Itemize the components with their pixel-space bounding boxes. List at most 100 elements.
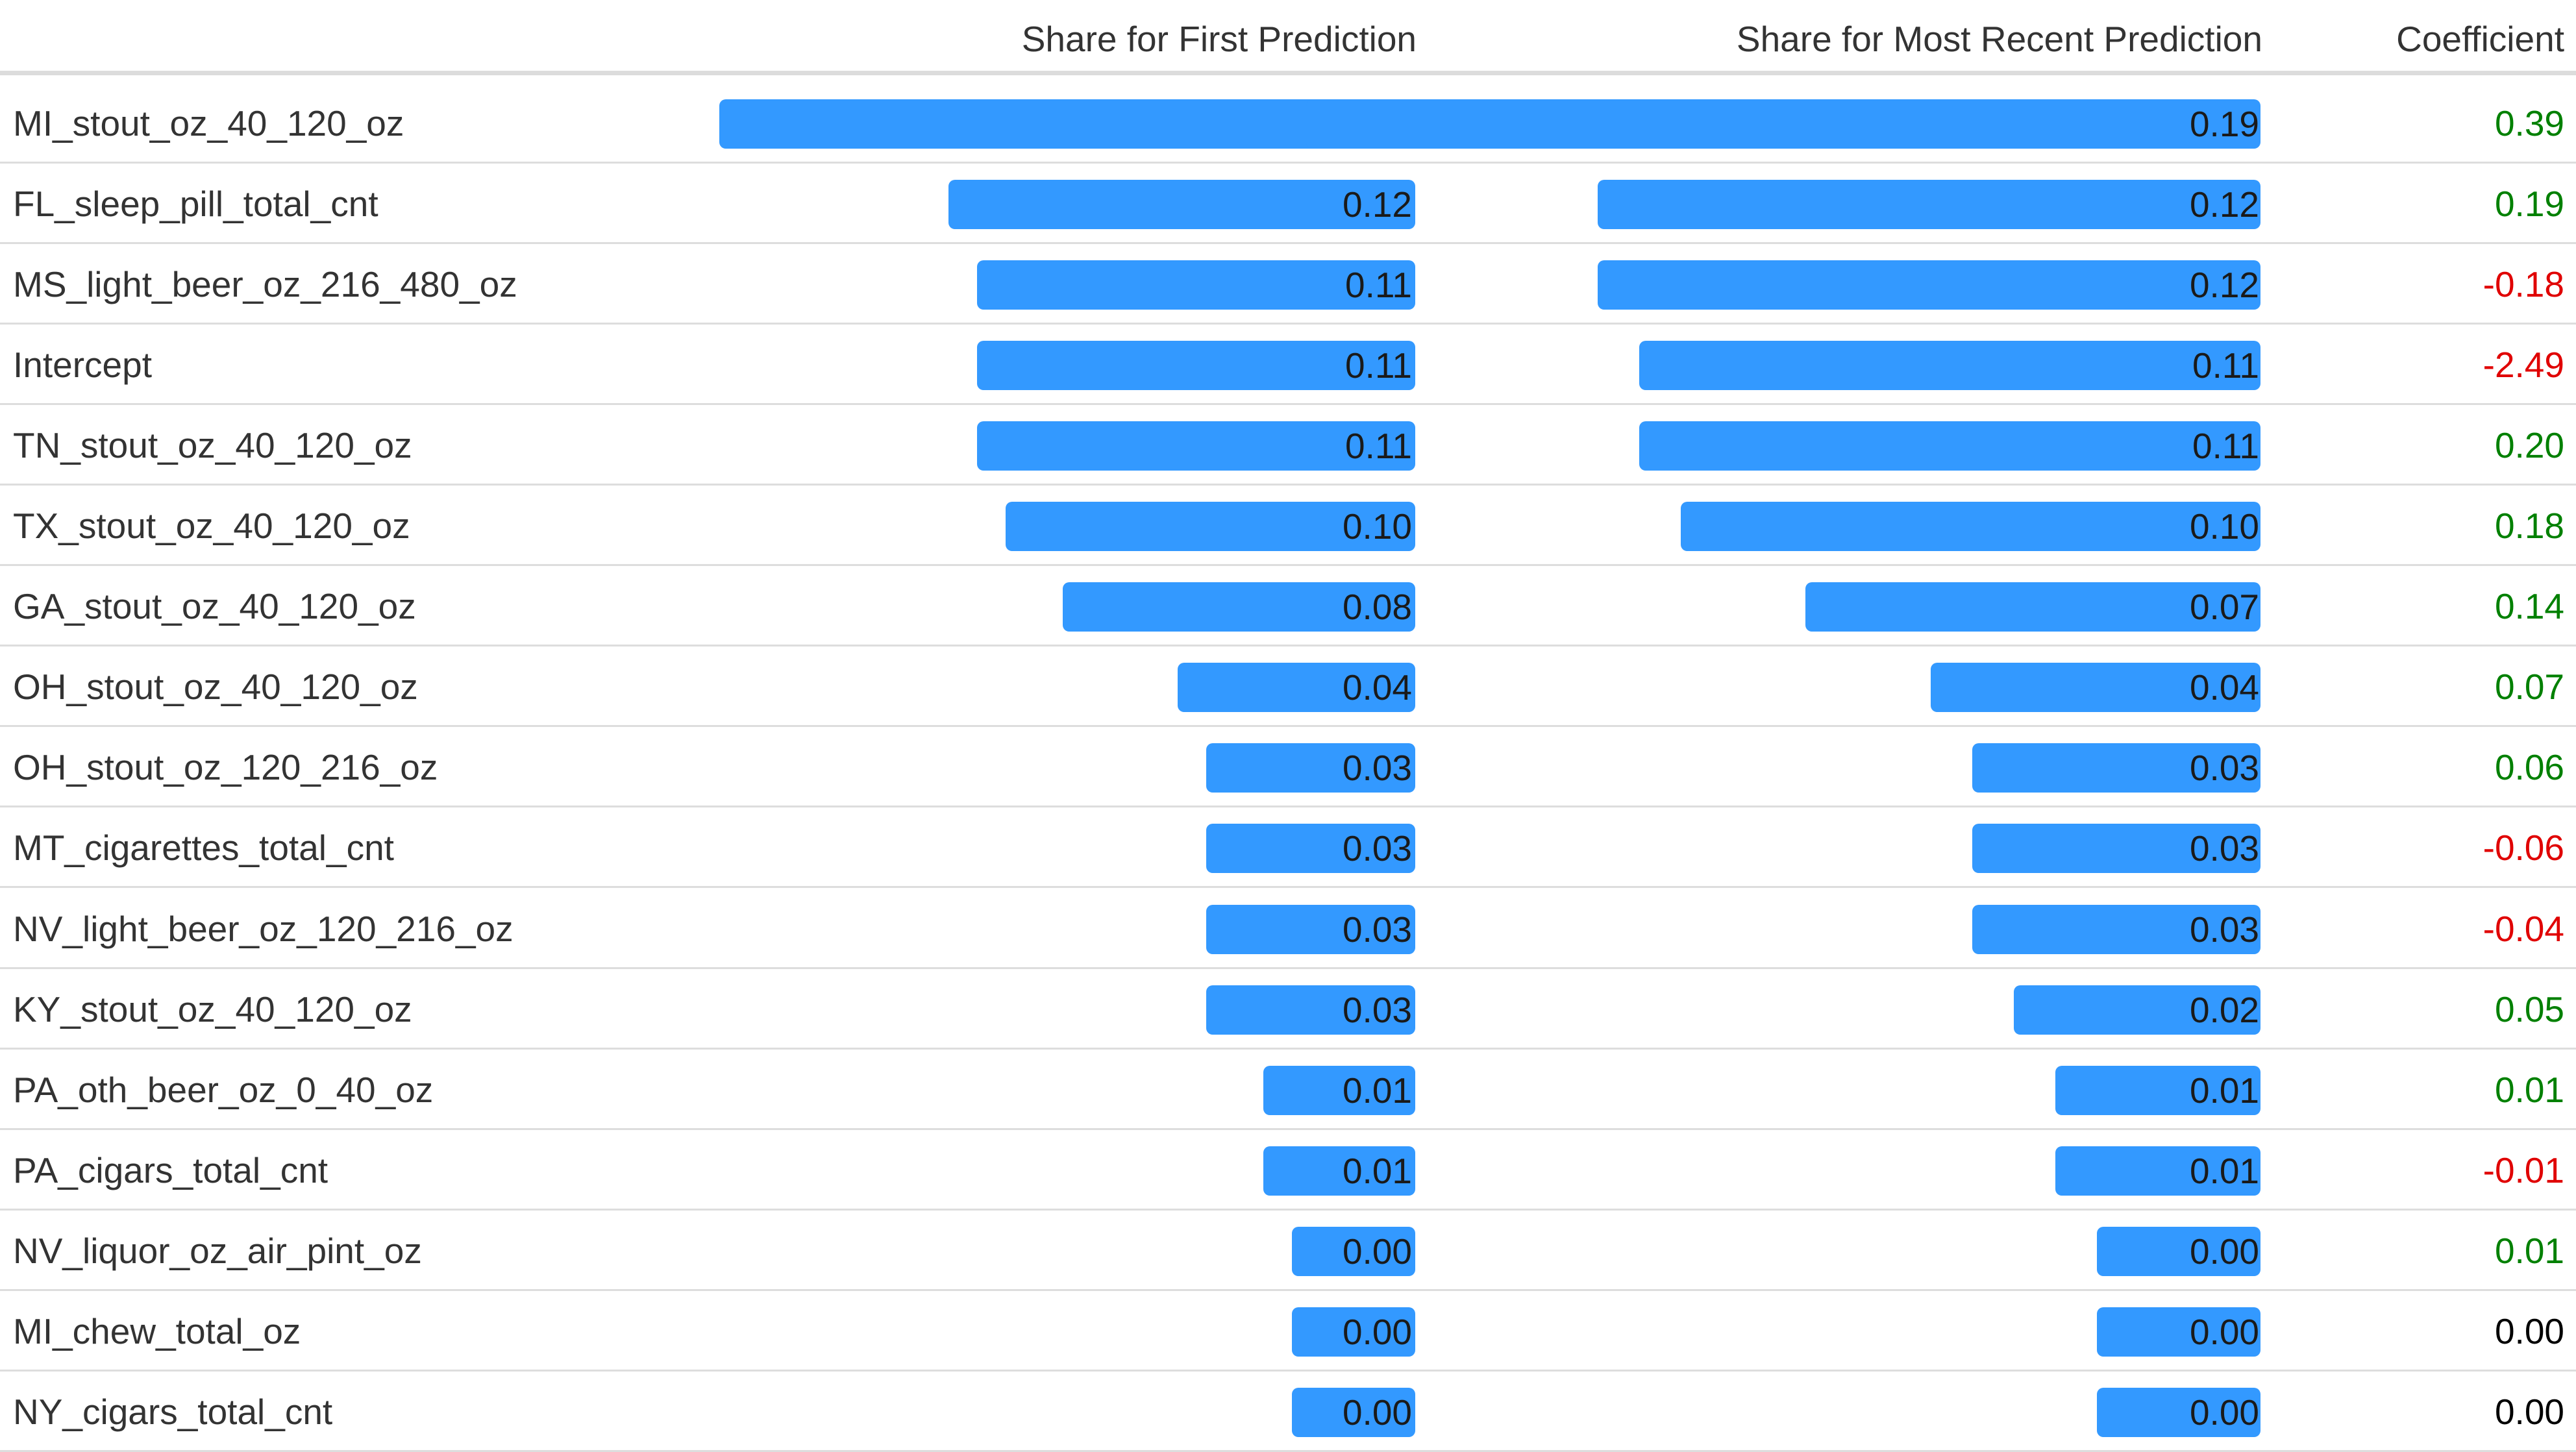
coefficient-value: 0.18	[2494, 506, 2564, 546]
first-share-bar	[977, 341, 1415, 390]
first-share-bar	[719, 99, 1415, 149]
first-share-value: 0.01	[1342, 1151, 1412, 1191]
recent-share-value: 0.00	[2189, 1231, 2259, 1272]
feature-name: FL_sleep_pill_total_cnt	[13, 184, 378, 224]
coefficient-value: 0.06	[2494, 747, 2564, 787]
table-row: KY_stout_oz_40_120_oz 0.03 0.02 0.05	[0, 969, 2576, 1050]
first-share-bar	[1178, 663, 1415, 712]
first-share-value: 0.00	[1342, 1392, 1412, 1433]
coefficient-value: 0.01	[2494, 1070, 2564, 1110]
first-share-bar	[1206, 824, 1415, 873]
first-share-bar	[1206, 743, 1415, 793]
recent-share-bar	[1681, 502, 2260, 551]
first-share-bar	[1292, 1388, 1415, 1437]
recent-share-bar	[1972, 743, 2260, 793]
table-row: PA_cigars_total_cnt 0.01 0.01 -0.01	[0, 1130, 2576, 1211]
coefficient-value: 0.19	[2494, 184, 2564, 224]
recent-share-value: 0.00	[2189, 1312, 2259, 1352]
recent-share-value: 0.03	[2189, 828, 2259, 868]
first-share-bar	[1292, 1307, 1415, 1357]
first-share-value: 0.11	[1345, 426, 1412, 466]
table-row: MI_chew_total_oz 0.00 0.00 0.00	[0, 1291, 2576, 1372]
first-share-bar	[977, 260, 1415, 310]
feature-name: PA_cigars_total_cnt	[13, 1150, 328, 1190]
first-share-value: 0.04	[1342, 667, 1412, 708]
table-row: OH_stout_oz_40_120_oz 0.04 0.04 0.07	[0, 646, 2576, 727]
first-share-value: 0.12	[1342, 184, 1412, 225]
column-header-recent-prediction[interactable]: Share for Most Recent Prediction	[1736, 19, 2262, 59]
recent-share-bar	[1972, 905, 2260, 954]
table-row: MT_cigarettes_total_cnt 0.03 0.03 -0.06	[0, 807, 2576, 888]
table-row: GA_stout_oz_40_120_oz 0.08 0.07 0.14	[0, 566, 2576, 646]
recent-share-value: 0.03	[2189, 909, 2259, 950]
feature-name: MT_cigarettes_total_cnt	[13, 828, 394, 868]
recent-share-value: 0.11	[2192, 426, 2259, 466]
first-share-bar	[1006, 502, 1415, 551]
recent-share-value: 0.04	[2189, 667, 2259, 708]
feature-name: NY_cigars_total_cnt	[13, 1392, 333, 1432]
recent-share-bar	[2055, 1146, 2260, 1196]
first-share-value: 0.01	[1342, 1070, 1412, 1111]
first-share-value: 0.10	[1342, 506, 1412, 547]
feature-name: TX_stout_oz_40_120_oz	[13, 506, 410, 546]
first-share-value: 0.03	[1342, 828, 1412, 868]
table-row: TX_stout_oz_40_120_oz 0.10 0.10 0.18	[0, 486, 2576, 566]
coefficient-value: -0.18	[2483, 264, 2564, 304]
recent-share-bar	[1639, 341, 2260, 390]
feature-name: NV_light_beer_oz_120_216_oz	[13, 909, 514, 949]
recent-share-bar	[1972, 824, 2260, 873]
recent-share-bar	[1639, 421, 2260, 471]
first-share-bar	[1292, 1227, 1415, 1276]
coefficient-value: 0.39	[2494, 103, 2564, 143]
coefficient-value: -0.01	[2483, 1150, 2564, 1190]
recent-share-bar	[1805, 582, 2260, 632]
table-row: NV_liquor_oz_air_pint_oz 0.00 0.00 0.01	[0, 1211, 2576, 1291]
recent-share-bar	[1598, 260, 2260, 310]
first-share-value: 0.00	[1342, 1312, 1412, 1352]
recent-share-bar	[1931, 663, 2260, 712]
table-row: OH_stout_oz_120_216_oz 0.03 0.03 0.06	[0, 727, 2576, 807]
first-share-bar	[1263, 1066, 1415, 1115]
feature-name: MI_stout_oz_40_120_oz	[13, 103, 404, 143]
coefficient-value: 0.00	[2494, 1311, 2564, 1351]
recent-share-bar	[2055, 1066, 2260, 1115]
first-share-bar	[1206, 905, 1415, 954]
column-header-first-prediction[interactable]: Share for First Prediction	[1021, 19, 1417, 59]
recent-share-bar	[1306, 99, 2260, 149]
recent-share-value: 0.10	[2189, 506, 2259, 547]
table-row: NY_cigars_total_cnt 0.00 0.00 0.00	[0, 1372, 2576, 1452]
recent-share-bar	[2014, 985, 2260, 1035]
feature-name: TN_stout_oz_40_120_oz	[13, 425, 412, 465]
coefficient-value: 0.01	[2494, 1231, 2564, 1271]
first-share-bar	[977, 421, 1415, 471]
first-share-bar	[1263, 1146, 1415, 1196]
first-share-value: 0.03	[1342, 909, 1412, 950]
coefficient-value: 0.20	[2494, 425, 2564, 465]
coefficient-value: -0.04	[2483, 909, 2564, 949]
feature-name: MI_chew_total_oz	[13, 1311, 301, 1351]
recent-share-bar	[2097, 1388, 2260, 1437]
recent-share-value: 0.01	[2189, 1151, 2259, 1191]
recent-share-value: 0.02	[2189, 990, 2259, 1030]
recent-share-value: 0.12	[2189, 184, 2259, 225]
first-share-value: 0.08	[1342, 587, 1412, 627]
recent-share-bar	[2097, 1307, 2260, 1357]
recent-share-value: 0.12	[2189, 265, 2259, 305]
table-row: NV_light_beer_oz_120_216_oz 0.03 0.03 -0.04	[0, 889, 2576, 969]
first-share-value: 0.03	[1342, 748, 1412, 788]
feature-name: GA_stout_oz_40_120_oz	[13, 586, 416, 626]
coefficient-value: 0.14	[2494, 586, 2564, 626]
table-header: Share for First Prediction Share for Mos…	[0, 0, 2576, 75]
recent-share-value: 0.01	[2189, 1070, 2259, 1111]
recent-share-value: 0.11	[2192, 345, 2259, 386]
coefficient-value: -2.49	[2483, 345, 2564, 385]
table-row: FL_sleep_pill_total_cnt 0.12 0.12 0.19	[0, 164, 2576, 244]
feature-name: Intercept	[13, 345, 153, 385]
column-header-coefficient[interactable]: Coefficient	[2396, 19, 2564, 59]
feature-name: NV_liquor_oz_air_pint_oz	[13, 1231, 422, 1271]
table-row: MI_stout_oz_40_120_oz0.200.190.39	[0, 83, 2576, 164]
recent-share-bar	[2097, 1227, 2260, 1276]
table-row: Intercept 0.11 0.11 -2.49	[0, 325, 2576, 405]
first-share-value: 0.11	[1345, 345, 1412, 386]
